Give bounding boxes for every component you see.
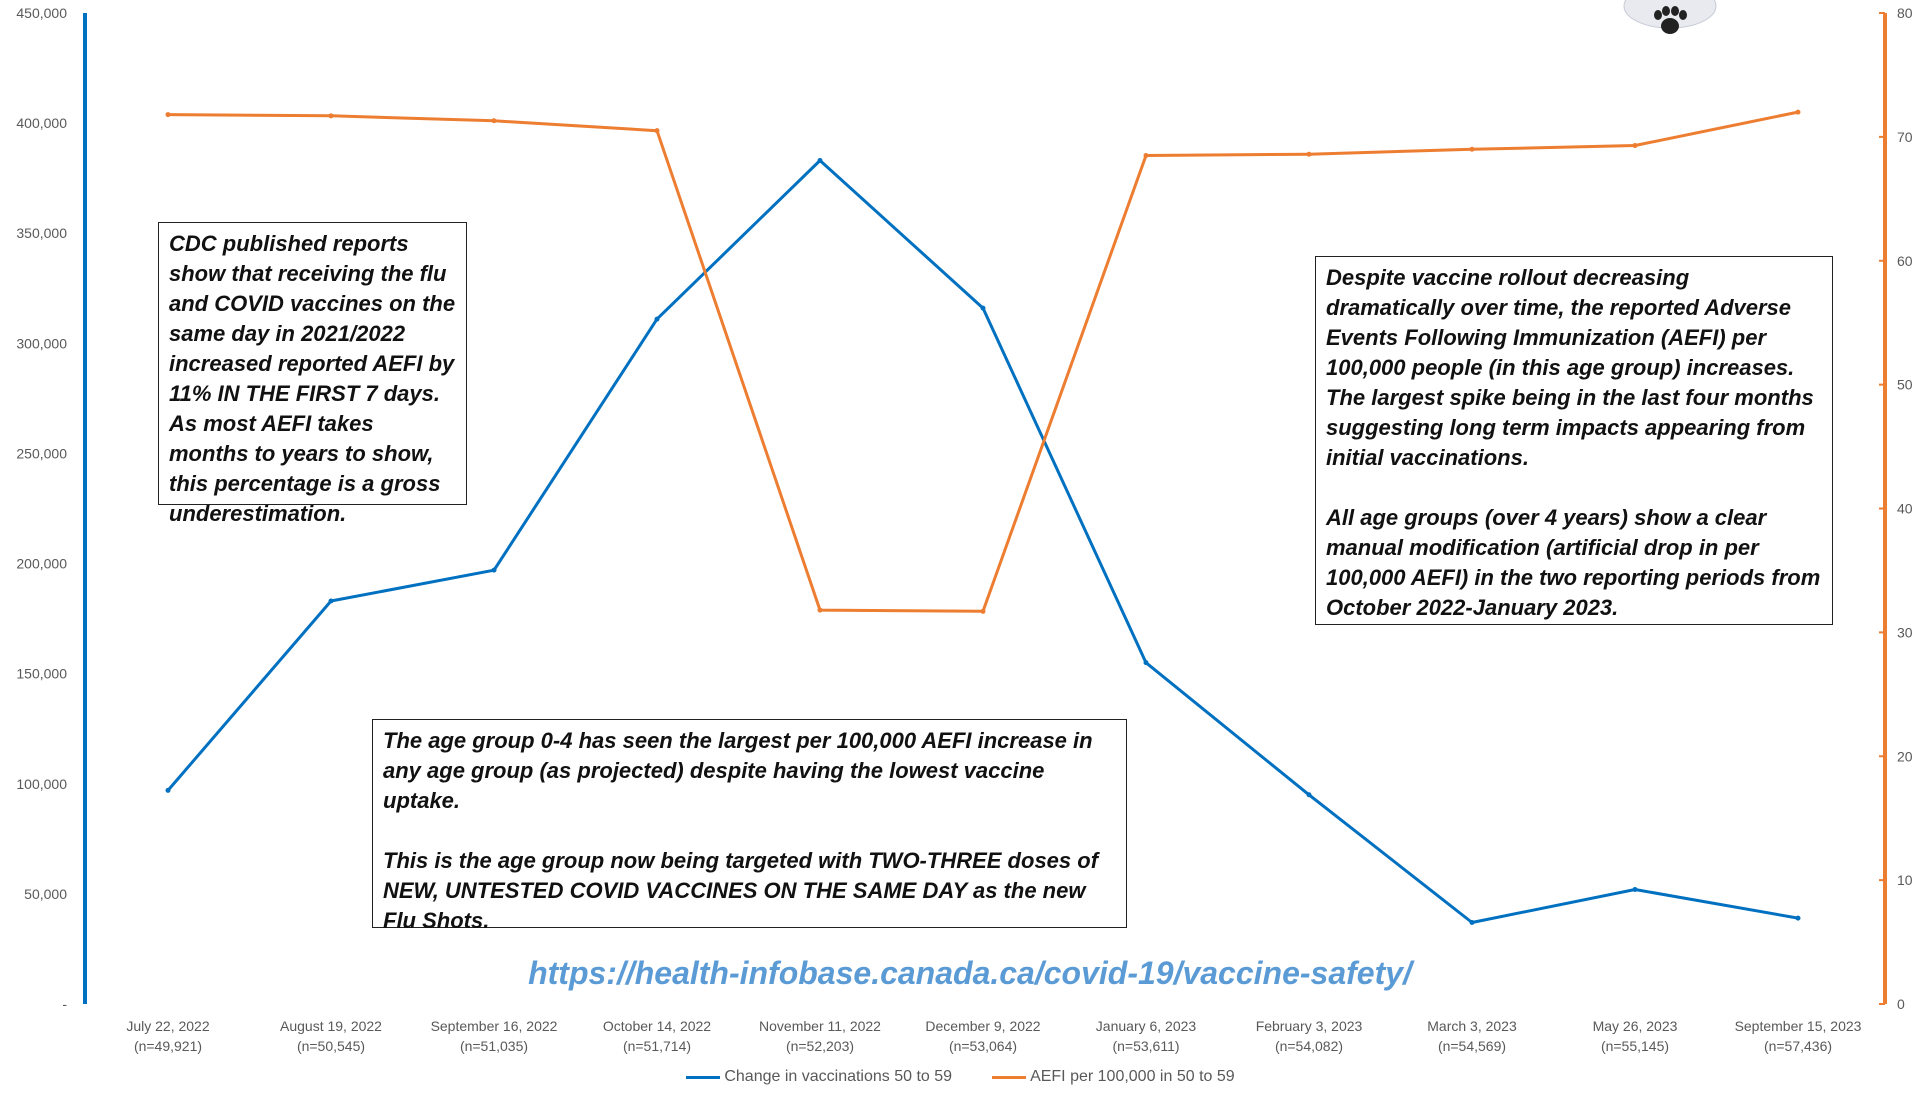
data-point-vaccinations <box>1306 792 1312 798</box>
data-point-aefi <box>1143 152 1149 158</box>
right-tick-label: 40 <box>1897 501 1913 517</box>
x-category-label: January 6, 2023 <box>1096 1018 1197 1034</box>
data-point-vaccinations <box>1795 915 1801 921</box>
data-point-vaccinations <box>1469 920 1475 926</box>
source-url-link[interactable]: https://health-infobase.canada.ca/covid-… <box>528 955 1412 991</box>
x-category-label: July 22, 2022 <box>126 1018 209 1034</box>
right-tick-label: 0 <box>1897 996 1905 1012</box>
left-y-axis: - 50,000 100,000 150,000 200,000 250,000 300,0… <box>16 5 87 1012</box>
data-point-aefi <box>1469 146 1475 152</box>
left-tick-label: 400,000 <box>16 115 67 131</box>
x-category-sublabel: (n=51,714) <box>623 1038 691 1054</box>
x-category-label: October 14, 2022 <box>603 1018 711 1034</box>
x-category-sublabel: (n=54,569) <box>1438 1038 1506 1054</box>
data-point-vaccinations <box>817 158 823 164</box>
data-point-vaccinations <box>1632 886 1638 892</box>
legend-label-aefi: AEFI per 100,000 in 50 to 59 <box>1030 1068 1235 1085</box>
data-point-aefi <box>980 608 986 614</box>
x-category-label: September 16, 2022 <box>431 1018 558 1034</box>
data-point-vaccinations <box>1143 660 1149 666</box>
left-tick-label: - <box>62 996 67 1012</box>
data-point-vaccinations <box>328 598 334 604</box>
left-tick-label: 450,000 <box>16 5 67 21</box>
x-category-label: September 15, 2023 <box>1735 1018 1862 1034</box>
x-category-sublabel: (n=57,436) <box>1764 1038 1832 1054</box>
x-axis: July 22, 2022 (n=49,921) August 19, 2022 (n… <box>126 1018 1861 1054</box>
data-point-aefi <box>491 118 497 124</box>
data-point-vaccinations <box>491 567 497 573</box>
x-category-sublabel: (n=49,921) <box>134 1038 202 1054</box>
legend-swatch-orange <box>992 1075 1027 1079</box>
data-point-vaccinations <box>980 305 986 311</box>
data-point-aefi <box>654 128 660 134</box>
right-tick-label: 10 <box>1897 872 1913 888</box>
x-category-label: March 3, 2023 <box>1427 1018 1517 1034</box>
aefi-trend-callout: Despite vaccine rollout decreasing drama… <box>1315 256 1833 625</box>
legend-item-aefi: AEFI per 100,000 in 50 to 59 <box>992 1068 1235 1086</box>
data-point-aefi <box>817 607 823 613</box>
right-tick-label: 80 <box>1897 5 1913 21</box>
x-category-label: December 9, 2022 <box>925 1018 1040 1034</box>
age-group-callout: The age group 0-4 has seen the largest p… <box>372 719 1127 933</box>
data-point-aefi <box>1795 109 1801 115</box>
right-y-axis: 0 10 20 30 40 50 60 70 80 <box>1879 5 1913 1012</box>
right-tick-label: 30 <box>1897 624 1913 640</box>
legend-item-vaccinations: Change in vaccinations 50 to 59 <box>686 1068 952 1086</box>
left-tick-label: 200,000 <box>16 556 67 572</box>
left-tick-label: 350,000 <box>16 225 67 241</box>
data-point-aefi <box>1632 143 1638 149</box>
x-category-sublabel: (n=54,082) <box>1275 1038 1343 1054</box>
left-tick-label: 300,000 <box>16 335 67 351</box>
left-tick-label: 250,000 <box>16 445 67 461</box>
series-layer <box>165 109 1801 926</box>
x-category-sublabel: (n=51,035) <box>460 1038 528 1054</box>
legend-swatch-blue <box>686 1075 721 1079</box>
x-category-label: August 19, 2022 <box>280 1018 382 1034</box>
x-category-sublabel: (n=53,064) <box>949 1038 1017 1054</box>
data-point-vaccinations <box>654 316 660 322</box>
left-tick-label: 50,000 <box>24 886 67 902</box>
left-tick-label: 100,000 <box>16 776 67 792</box>
x-category-label: February 3, 2023 <box>1256 1018 1363 1034</box>
x-category-sublabel: (n=53,611) <box>1112 1038 1179 1054</box>
data-point-aefi <box>1306 151 1312 157</box>
cdc-callout: CDC published reports show that receivin… <box>158 222 467 526</box>
right-tick-label: 70 <box>1897 129 1913 145</box>
data-point-aefi <box>328 113 334 119</box>
left-tick-label: 150,000 <box>16 666 67 682</box>
data-point-aefi <box>165 112 171 118</box>
chart-legend: Change in vaccinations 50 to 59 AEFI per… <box>0 1068 1921 1086</box>
right-tick-label: 50 <box>1897 377 1913 393</box>
paw-icon <box>1620 0 1720 48</box>
x-category-label: May 26, 2023 <box>1593 1018 1678 1034</box>
right-tick-label: 20 <box>1897 748 1913 764</box>
legend-label-vaccinations: Change in vaccinations 50 to 59 <box>724 1068 953 1085</box>
right-tick-label: 60 <box>1897 253 1913 269</box>
x-category-label: November 11, 2022 <box>759 1018 881 1034</box>
x-category-sublabel: (n=55,145) <box>1601 1038 1669 1054</box>
x-category-sublabel: (n=52,203) <box>786 1038 854 1054</box>
x-category-sublabel: (n=50,545) <box>297 1038 365 1054</box>
data-point-vaccinations <box>165 787 171 793</box>
